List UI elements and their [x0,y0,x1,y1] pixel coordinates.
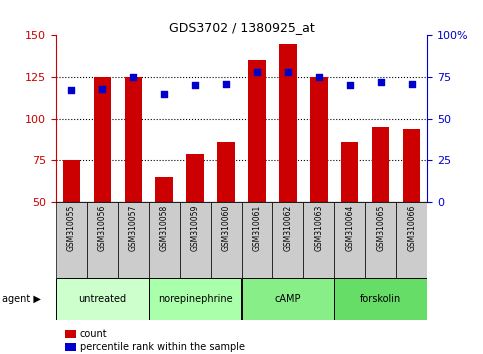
Text: GSM310057: GSM310057 [128,205,138,251]
Point [129,74,137,80]
Title: GDS3702 / 1380925_at: GDS3702 / 1380925_at [169,21,314,34]
Point [222,81,230,86]
Point [253,69,261,75]
Point [67,87,75,93]
Text: GSM310065: GSM310065 [376,205,385,251]
Bar [86,202,117,278]
Text: cAMP: cAMP [275,294,301,304]
Text: GSM310056: GSM310056 [98,205,107,251]
Bar [372,127,389,202]
Bar [62,160,80,202]
Bar [403,129,421,202]
Text: GSM310060: GSM310060 [222,205,230,251]
Text: GSM310059: GSM310059 [190,205,199,251]
Text: agent ▶: agent ▶ [2,294,41,304]
Point [408,81,416,86]
Bar [242,278,334,320]
Bar [125,77,142,202]
Text: count: count [80,329,107,339]
Bar [211,202,242,278]
Text: GSM310061: GSM310061 [253,205,261,251]
Bar [149,202,180,278]
Bar [156,177,172,202]
Bar [341,142,358,202]
Bar [56,202,86,278]
Point [315,74,323,80]
Bar [303,202,334,278]
Point [98,86,106,91]
Point [377,79,385,85]
Bar [397,202,427,278]
Bar [248,61,266,202]
Text: norepinephrine: norepinephrine [157,294,232,304]
Point [191,82,199,88]
Bar [94,77,111,202]
Bar [56,278,149,320]
Bar [217,142,235,202]
Text: untreated: untreated [78,294,126,304]
Bar [272,202,303,278]
Bar [117,202,149,278]
Bar [334,202,366,278]
Text: GSM310058: GSM310058 [159,205,169,251]
Text: GSM310066: GSM310066 [408,205,416,251]
Text: forskolin: forskolin [360,294,401,304]
Text: percentile rank within the sample: percentile rank within the sample [80,342,245,352]
Text: GSM310062: GSM310062 [284,205,293,251]
Text: GSM310064: GSM310064 [345,205,355,251]
Bar [242,202,272,278]
Bar [311,77,327,202]
Bar [366,202,397,278]
Text: GSM310055: GSM310055 [67,205,75,251]
Bar [149,278,242,320]
Bar [180,202,211,278]
Bar [186,154,203,202]
Bar [280,44,297,202]
Point [284,69,292,75]
Text: GSM310063: GSM310063 [314,205,324,251]
Bar [334,278,427,320]
Point [160,91,168,97]
Point [346,82,354,88]
